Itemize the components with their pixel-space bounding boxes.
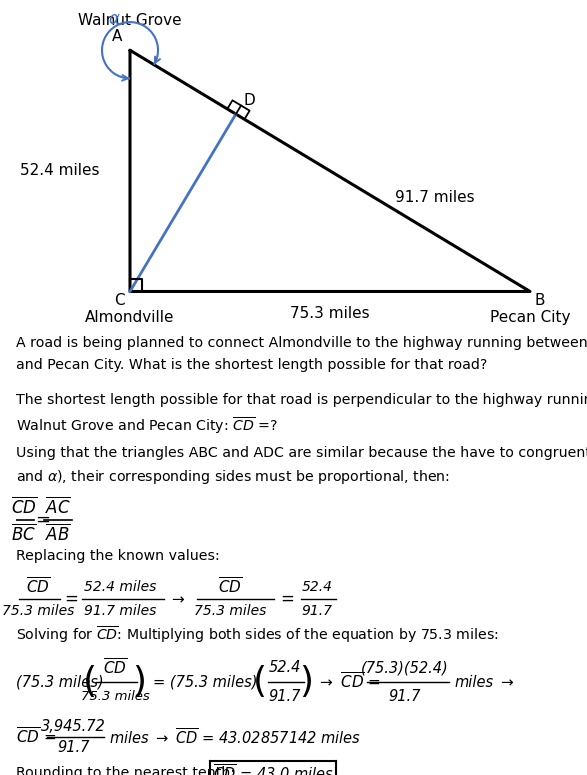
Text: (: ( bbox=[83, 665, 97, 699]
Text: and $\alpha$), their corresponding sides must be proportional, then:: and $\alpha$), their corresponding sides… bbox=[16, 468, 450, 486]
Text: $\overline{CD}$: $\overline{CD}$ bbox=[218, 577, 242, 598]
Text: D: D bbox=[244, 93, 255, 108]
Text: 91.7: 91.7 bbox=[58, 740, 90, 755]
Text: 52.4 miles: 52.4 miles bbox=[21, 164, 100, 178]
Text: Replacing the known values:: Replacing the known values: bbox=[16, 549, 220, 563]
Text: The shortest length possible for that road is perpendicular to the highway runni: The shortest length possible for that ro… bbox=[16, 393, 587, 407]
Text: (: ( bbox=[253, 665, 267, 699]
Text: =: = bbox=[281, 590, 294, 608]
Text: 52.4 miles: 52.4 miles bbox=[84, 580, 157, 594]
Text: miles: miles bbox=[454, 674, 493, 690]
Text: $\overline{CD}$: $\overline{CD}$ bbox=[11, 496, 37, 517]
Text: A road is being planned to connect Almondville to the highway running between Wa: A road is being planned to connect Almon… bbox=[16, 336, 587, 350]
Text: $\rightarrow$: $\rightarrow$ bbox=[169, 591, 186, 606]
Text: $\alpha$: $\alpha$ bbox=[108, 9, 121, 28]
Text: Using that the triangles ABC and ADC are similar because the have to congruent a: Using that the triangles ABC and ADC are… bbox=[16, 446, 587, 460]
Text: 52.4: 52.4 bbox=[302, 580, 333, 594]
Text: 75.3 miles: 75.3 miles bbox=[290, 305, 370, 321]
Text: $\overline{CD}$: $\overline{CD}$ bbox=[103, 657, 127, 677]
Text: B: B bbox=[535, 294, 545, 308]
Text: $\overline{CD}$ =: $\overline{CD}$ = bbox=[16, 727, 57, 747]
Text: 91.7: 91.7 bbox=[302, 604, 333, 618]
Text: Rounding to the nearest tenth:: Rounding to the nearest tenth: bbox=[16, 766, 235, 775]
Text: $\overline{BC}$: $\overline{BC}$ bbox=[11, 523, 36, 544]
Text: $\overline{CD}$ = 43.0 miles: $\overline{CD}$ = 43.0 miles bbox=[213, 764, 333, 775]
Text: 75.3 miles: 75.3 miles bbox=[2, 604, 75, 618]
Text: 91.7 miles: 91.7 miles bbox=[395, 191, 474, 205]
Text: Pecan City: Pecan City bbox=[490, 309, 570, 325]
Text: (75.3)(52.4): (75.3)(52.4) bbox=[361, 660, 448, 675]
Text: $\rightarrow$ $\overline{CD}$ =: $\rightarrow$ $\overline{CD}$ = bbox=[318, 672, 382, 692]
Text: $\overline{CD}$: $\overline{CD}$ bbox=[26, 577, 50, 598]
Text: Walnut Grove and Pecan City: $\overline{CD}$ =?: Walnut Grove and Pecan City: $\overline{… bbox=[16, 415, 278, 436]
Text: = (75.3 miles): = (75.3 miles) bbox=[153, 674, 258, 690]
Text: miles $\rightarrow$ $\overline{CD}$ = 43.02857142 miles: miles $\rightarrow$ $\overline{CD}$ = 43… bbox=[109, 727, 361, 747]
Text: Almondville: Almondville bbox=[85, 309, 175, 325]
Text: $\overline{AB}$: $\overline{AB}$ bbox=[45, 523, 70, 544]
Text: 52.4: 52.4 bbox=[268, 660, 301, 675]
Text: $\rightarrow$: $\rightarrow$ bbox=[498, 674, 515, 690]
Text: 75.3 miles: 75.3 miles bbox=[194, 604, 266, 618]
Text: Walnut Grove: Walnut Grove bbox=[78, 13, 182, 28]
Text: =: = bbox=[64, 590, 78, 608]
Text: 75.3 miles: 75.3 miles bbox=[80, 690, 149, 703]
Text: 91.7 miles: 91.7 miles bbox=[84, 604, 157, 618]
Text: =: = bbox=[35, 511, 50, 529]
Text: 3,945.72: 3,945.72 bbox=[41, 719, 106, 734]
Text: $\overline{AC}$: $\overline{AC}$ bbox=[45, 496, 70, 517]
Text: 91.7: 91.7 bbox=[268, 689, 301, 704]
Text: C: C bbox=[114, 294, 125, 308]
Text: ): ) bbox=[299, 665, 313, 699]
Text: 91.7: 91.7 bbox=[389, 689, 421, 704]
Text: (75.3 miles): (75.3 miles) bbox=[16, 674, 104, 690]
Text: and Pecan City. What is the shortest length possible for that road?: and Pecan City. What is the shortest len… bbox=[16, 358, 488, 372]
Text: ): ) bbox=[133, 665, 147, 699]
Text: Solving for $\overline{CD}$: Multiplying both sides of the equation by 75.3 mile: Solving for $\overline{CD}$: Multiplying… bbox=[16, 624, 499, 645]
Text: A: A bbox=[112, 29, 122, 44]
